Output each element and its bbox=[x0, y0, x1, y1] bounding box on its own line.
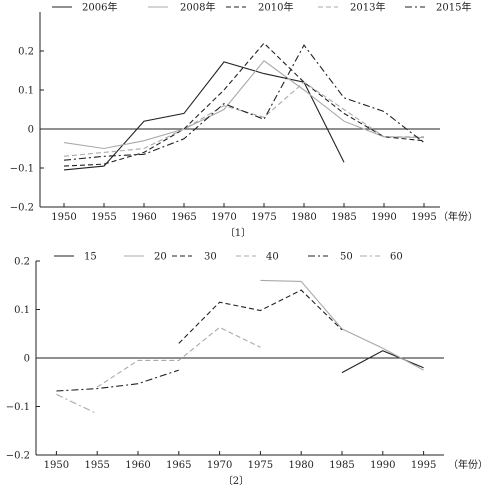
legend-label: 15 bbox=[84, 252, 97, 263]
legend-label: 20 bbox=[154, 252, 167, 263]
y-tick-label: −0.1 bbox=[10, 164, 34, 175]
legend-label: 30 bbox=[204, 252, 217, 263]
x-tick-label: 1970 bbox=[207, 460, 232, 471]
x-tick-label: 1955 bbox=[91, 212, 116, 223]
series-line-30 bbox=[178, 289, 343, 344]
y-tick-label: 0.2 bbox=[18, 47, 34, 58]
y-tick-label: −0.2 bbox=[6, 451, 30, 462]
x-tick-label: 1965 bbox=[171, 212, 196, 223]
legend-label: 2006年 bbox=[82, 1, 117, 14]
y-tick-label: 0.2 bbox=[14, 257, 30, 268]
y-tick-label: 0.1 bbox=[14, 305, 30, 316]
legend-label: 50 bbox=[340, 252, 353, 263]
y-tick-label: 0 bbox=[28, 125, 34, 136]
x-tick-label: 1980 bbox=[291, 212, 316, 223]
series-line-2006年 bbox=[63, 61, 345, 171]
x-tick-label: 1955 bbox=[84, 460, 109, 471]
chart-1: −0.2 −0.1 0 0.1 0.2 1950 1955 1960 1965 1970 1975 1… bbox=[10, 1, 478, 240]
y-tick-label: 0.1 bbox=[18, 86, 34, 97]
y-tick-label: −0.2 bbox=[10, 203, 34, 214]
series-line-40 bbox=[96, 326, 261, 388]
legend-label: 60 bbox=[390, 252, 403, 263]
x-tick-label: 1950 bbox=[44, 460, 69, 471]
series-line-15 bbox=[341, 350, 424, 374]
x-tick-label: 1980 bbox=[288, 460, 313, 471]
x-tick-label: 1990 bbox=[371, 212, 396, 223]
legend-label: 40 bbox=[266, 252, 279, 263]
series-line-2008年 bbox=[63, 60, 425, 150]
y-tick-label: 0 bbox=[24, 354, 30, 365]
x-tick-label: 1960 bbox=[131, 212, 156, 223]
x-tick-label: 1995 bbox=[411, 460, 436, 471]
series-line-2013年 bbox=[63, 81, 424, 157]
series-line-60 bbox=[56, 393, 98, 415]
x-tick-label: 1985 bbox=[331, 212, 356, 223]
x-tick-label: 1950 bbox=[51, 212, 76, 223]
x-tick-label: 1975 bbox=[251, 212, 276, 223]
y-tick-label: −0.1 bbox=[6, 402, 30, 413]
series-line-20 bbox=[260, 279, 424, 371]
legend-label: 2013年 bbox=[350, 1, 385, 14]
legend-label: 2008年 bbox=[180, 1, 215, 14]
chart-caption: 〔2〕 bbox=[223, 475, 249, 487]
x-tick-label: 1970 bbox=[211, 212, 236, 223]
series-line-50 bbox=[56, 369, 179, 392]
x-axis-unit: （年份） bbox=[448, 458, 488, 471]
legend-label: 2010年 bbox=[258, 1, 293, 14]
x-tick-label: 1960 bbox=[125, 460, 150, 471]
chart-2: −0.2 −0.1 0 0.1 0.2 1950 1955 1960 1965 1970 1975 1… bbox=[6, 252, 488, 488]
series-line-2010年 bbox=[63, 42, 425, 167]
chart-caption: 〔1〕 bbox=[225, 227, 251, 239]
x-axis-unit: （年份） bbox=[438, 210, 478, 223]
x-tick-label: 1995 bbox=[411, 212, 436, 223]
x-tick-label: 1985 bbox=[329, 460, 354, 471]
series-line-2015年 bbox=[63, 44, 425, 161]
x-tick-label: 1975 bbox=[248, 460, 273, 471]
x-tick-label: 1965 bbox=[166, 460, 191, 471]
x-tick-label: 1990 bbox=[370, 460, 395, 471]
legend-label: 2015年 bbox=[436, 1, 471, 14]
